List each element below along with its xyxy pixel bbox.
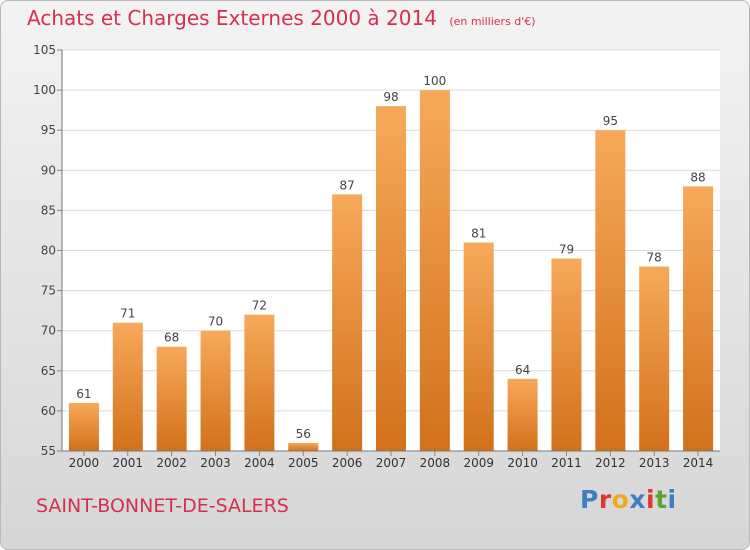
x-tick-label: 2007 [376, 456, 407, 470]
bar-value-label: 98 [383, 90, 398, 104]
bar-value-label: 70 [208, 315, 223, 329]
bars: 61 71 68 70 72 56 87 98 100 81 64 79 95 78 88 [68, 74, 714, 452]
bar [332, 194, 363, 452]
bar [639, 266, 670, 451]
y-tick-label: 100 [33, 83, 56, 97]
bar [463, 242, 494, 451]
y-tick-label: 60 [41, 404, 56, 418]
bar [200, 330, 231, 451]
bar-value-label: 72 [252, 299, 267, 313]
bar [683, 186, 714, 451]
x-tick-label: 2003 [200, 456, 231, 470]
x-tick-label: 2002 [156, 456, 187, 470]
bar-value-label: 78 [647, 251, 662, 265]
logo-letter: t [655, 485, 668, 514]
x-tick-label: 2001 [113, 456, 144, 470]
logo-letter: i [646, 485, 656, 514]
bar-value-label: 64 [515, 363, 530, 377]
bar [507, 378, 538, 451]
chart-title: Achats et Charges Externes 2000 à 2014 (… [27, 6, 536, 30]
x-tick-label: 2006 [332, 456, 363, 470]
bar-value-label: 79 [559, 243, 574, 257]
bar [112, 322, 143, 451]
bar-value-label: 87 [339, 178, 354, 192]
bar [376, 106, 406, 451]
x-tick-label: 2011 [551, 456, 582, 470]
logo-letter: x [629, 485, 646, 514]
y-axis-labels: 55 60 65 70 75 80 85 90 95 100 105 [33, 43, 56, 458]
bar-value-label: 56 [296, 427, 311, 441]
logo-letter: r [598, 485, 612, 514]
bar-value-label: 61 [76, 387, 91, 401]
y-tick-label: 90 [41, 163, 56, 177]
y-tick-label: 55 [41, 444, 56, 458]
x-axis-labels: 2000 2001 2002 2003 2004 2005 2006 2007 2008 2009… [69, 451, 714, 470]
x-tick-label: 2009 [463, 456, 494, 470]
y-tick-label: 105 [33, 43, 56, 57]
bar [595, 130, 626, 451]
y-tick-label: 65 [41, 364, 56, 378]
logo-letter: i [667, 485, 677, 514]
bar [156, 346, 187, 451]
y-tick-label: 95 [41, 123, 56, 137]
x-tick-label: 2004 [244, 456, 275, 470]
bar-value-label: 81 [471, 226, 486, 240]
y-tick-label: 75 [41, 284, 56, 298]
chart-title-unit: (en milliers d'€) [449, 15, 536, 28]
bar-value-label: 88 [690, 170, 705, 184]
bar [419, 90, 450, 451]
x-tick-label: 2012 [595, 456, 626, 470]
bar-value-label: 71 [120, 307, 135, 321]
bar [244, 314, 275, 451]
proxiti-logo: Proxiti [580, 485, 677, 514]
bar [68, 402, 99, 451]
axes [61, 50, 720, 452]
y-tick-label: 70 [41, 324, 56, 338]
chart-title-main: Achats et Charges Externes 2000 à 2014 [27, 6, 437, 30]
commune-name: SAINT-BONNET-DE-SALERS [36, 495, 289, 517]
logo-letter: o [611, 485, 630, 514]
x-tick-label: 2013 [639, 456, 670, 470]
x-tick-label: 2005 [288, 456, 319, 470]
bar-value-label: 100 [423, 74, 446, 88]
y-tick-label: 85 [41, 203, 56, 217]
bar [551, 258, 582, 451]
x-tick-label: 2008 [420, 456, 451, 470]
x-tick-label: 2000 [69, 456, 100, 470]
x-tick-label: 2014 [683, 456, 714, 470]
x-tick-label: 2010 [507, 456, 538, 470]
bar-value-label: 68 [164, 331, 179, 345]
bar [288, 442, 319, 451]
bar-value-label: 95 [603, 114, 618, 128]
y-tick-label: 80 [41, 244, 56, 258]
logo-letter: P [580, 485, 599, 514]
